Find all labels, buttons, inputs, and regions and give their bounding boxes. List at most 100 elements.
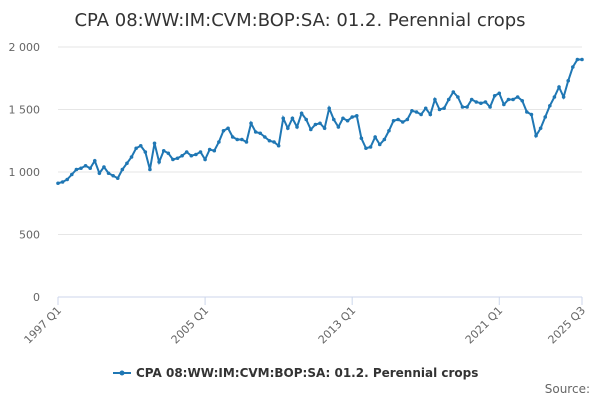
- data-point[interactable]: [129, 155, 134, 159]
- data-point[interactable]: [511, 97, 515, 102]
- data-point[interactable]: [382, 137, 387, 142]
- data-point[interactable]: [428, 112, 433, 117]
- data-point[interactable]: [198, 150, 203, 154]
- data-point[interactable]: [557, 85, 561, 89]
- data-point[interactable]: [543, 115, 548, 119]
- data-point[interactable]: [102, 165, 106, 169]
- data-point[interactable]: [442, 106, 446, 111]
- data-point[interactable]: [115, 176, 120, 181]
- data-point[interactable]: [483, 100, 488, 104]
- data-point[interactable]: [520, 98, 525, 103]
- data-point[interactable]: [400, 120, 405, 124]
- data-point[interactable]: [111, 173, 115, 178]
- source-credit[interactable]: Source:: [545, 382, 590, 396]
- data-point[interactable]: [65, 177, 69, 182]
- data-point[interactable]: [414, 110, 419, 114]
- data-point[interactable]: [295, 125, 299, 129]
- data-point[interactable]: [281, 116, 286, 121]
- data-point[interactable]: [175, 156, 180, 161]
- legend[interactable]: CPA 08:WW:IM:CVM:BOP:SA: 01.2. Perennial…: [113, 366, 478, 380]
- data-point[interactable]: [180, 153, 184, 158]
- data-point[interactable]: [56, 181, 60, 186]
- data-point[interactable]: [566, 78, 571, 83]
- data-point[interactable]: [387, 128, 391, 133]
- data-point[interactable]: [263, 135, 267, 139]
- data-point[interactable]: [506, 97, 511, 102]
- data-point[interactable]: [212, 148, 217, 153]
- data-point[interactable]: [97, 171, 102, 176]
- data-point[interactable]: [244, 140, 249, 144]
- data-point[interactable]: [161, 148, 166, 153]
- data-point[interactable]: [575, 57, 580, 62]
- data-point[interactable]: [92, 158, 97, 163]
- data-point[interactable]: [359, 136, 364, 141]
- data-point[interactable]: [152, 141, 157, 146]
- data-point[interactable]: [309, 127, 313, 132]
- data-point[interactable]: [515, 95, 520, 99]
- data-point[interactable]: [74, 167, 79, 172]
- data-point[interactable]: [548, 103, 552, 108]
- data-point[interactable]: [377, 142, 382, 147]
- data-point[interactable]: [460, 105, 465, 109]
- data-point[interactable]: [313, 122, 318, 127]
- data-point[interactable]: [171, 157, 175, 162]
- data-point[interactable]: [276, 143, 281, 148]
- data-point[interactable]: [561, 95, 566, 99]
- data-point[interactable]: [60, 180, 65, 184]
- data-point[interactable]: [465, 105, 469, 109]
- data-point[interactable]: [364, 146, 368, 151]
- data-point[interactable]: [322, 126, 327, 131]
- data-point[interactable]: [217, 140, 221, 144]
- data-point[interactable]: [286, 126, 290, 131]
- data-point[interactable]: [143, 150, 148, 154]
- data-point[interactable]: [580, 57, 584, 62]
- data-point[interactable]: [552, 95, 557, 99]
- data-point[interactable]: [451, 90, 456, 94]
- legend-label[interactable]: CPA 08:WW:IM:CVM:BOP:SA: 01.2. Perennial…: [136, 366, 478, 380]
- data-point[interactable]: [125, 161, 129, 166]
- data-point[interactable]: [235, 137, 240, 142]
- data-point[interactable]: [423, 106, 428, 111]
- data-point[interactable]: [488, 105, 492, 109]
- data-point[interactable]: [446, 97, 451, 102]
- data-point[interactable]: [341, 116, 345, 121]
- data-point[interactable]: [221, 128, 226, 133]
- data-point[interactable]: [538, 126, 543, 131]
- data-point[interactable]: [138, 143, 143, 148]
- data-point[interactable]: [497, 91, 502, 96]
- data-point[interactable]: [456, 95, 460, 99]
- data-point[interactable]: [230, 135, 235, 139]
- data-point[interactable]: [290, 116, 295, 121]
- data-point[interactable]: [267, 138, 272, 143]
- data-point[interactable]: [502, 102, 506, 107]
- data-point[interactable]: [79, 166, 83, 171]
- data-point[interactable]: [373, 135, 377, 139]
- data-point[interactable]: [226, 126, 230, 131]
- data-point[interactable]: [299, 111, 304, 116]
- data-point[interactable]: [345, 118, 350, 123]
- data-point[interactable]: [157, 160, 161, 164]
- data-point[interactable]: [240, 137, 244, 142]
- data-point[interactable]: [120, 167, 125, 172]
- data-point[interactable]: [166, 151, 171, 156]
- data-point[interactable]: [492, 93, 497, 98]
- data-point[interactable]: [368, 145, 373, 149]
- data-point[interactable]: [327, 106, 331, 111]
- data-point[interactable]: [207, 147, 212, 152]
- data-point[interactable]: [249, 121, 253, 126]
- data-point[interactable]: [203, 157, 207, 162]
- data-point[interactable]: [391, 118, 396, 123]
- data-point[interactable]: [69, 172, 74, 177]
- data-point[interactable]: [336, 125, 341, 129]
- data-point[interactable]: [474, 100, 479, 104]
- data-point[interactable]: [134, 146, 138, 151]
- data-point[interactable]: [354, 113, 359, 118]
- data-point[interactable]: [148, 167, 152, 172]
- data-point[interactable]: [410, 108, 414, 113]
- data-point[interactable]: [331, 117, 336, 122]
- data-point[interactable]: [405, 117, 410, 122]
- data-point[interactable]: [272, 140, 276, 144]
- data-point[interactable]: [534, 133, 538, 138]
- data-point[interactable]: [469, 97, 474, 102]
- data-point[interactable]: [419, 112, 423, 117]
